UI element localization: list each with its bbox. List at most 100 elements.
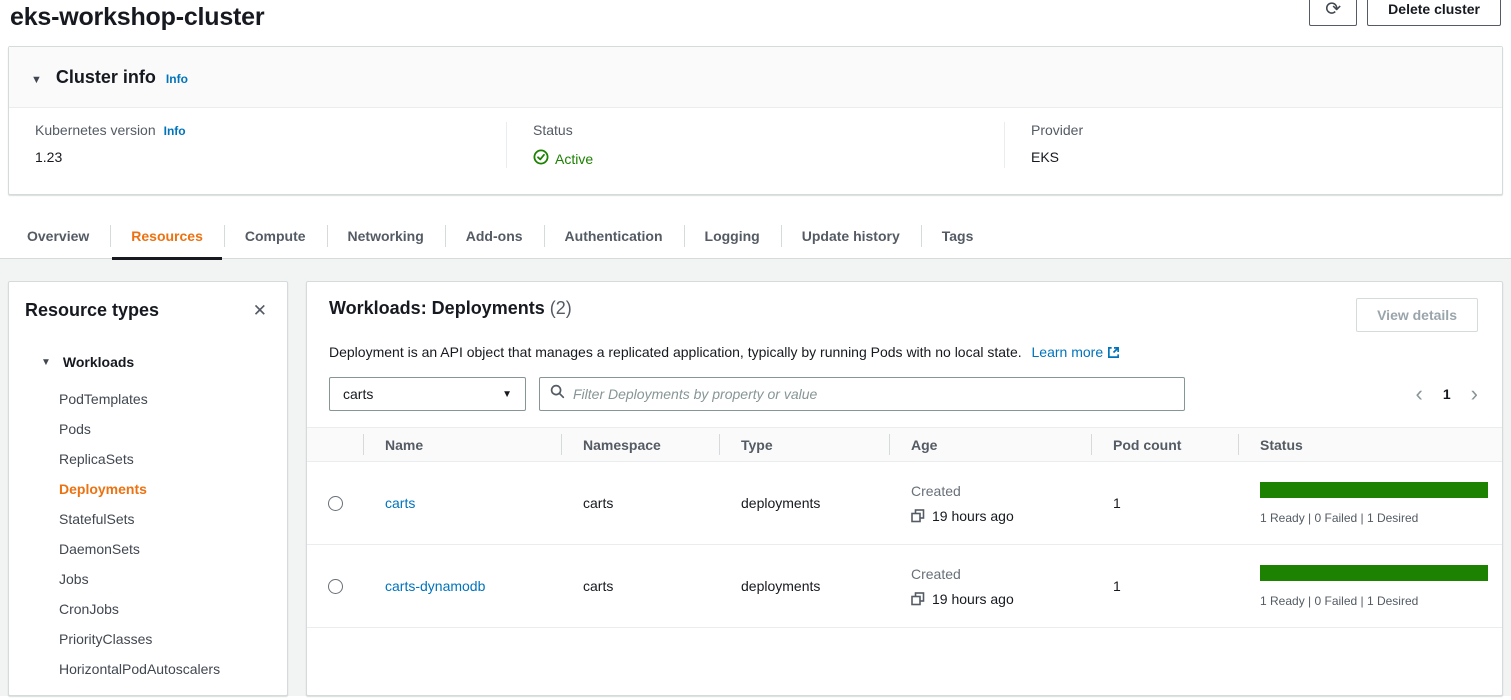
pod-count-cell: 1 (1113, 495, 1121, 511)
column-header-pod-count[interactable]: Pod count (1091, 428, 1238, 461)
field-kubernetes-version: Kubernetes version Info 1.23 (9, 122, 506, 168)
delete-cluster-button[interactable]: Delete cluster (1367, 0, 1501, 26)
provider-value: EKS (1031, 149, 1060, 165)
age-value-text: 19 hours ago (932, 507, 1014, 524)
filter-dropdown[interactable]: carts ▼ (329, 377, 526, 411)
cluster-tabs: Overview Resources Compute Networking Ad… (0, 214, 1511, 260)
status-progress-bar (1260, 564, 1488, 581)
page-actions: ⟳ Delete cluster (1309, 0, 1501, 26)
tab-authentication[interactable]: Authentication (543, 214, 684, 258)
refresh-icon: ⟳ (1325, 0, 1342, 20)
tab-add-ons[interactable]: Add-ons (444, 214, 544, 258)
tree-items: PodTemplates Pods ReplicaSets Deployment… (25, 384, 271, 684)
row-radio-button[interactable] (327, 495, 343, 511)
cluster-info-title: Cluster info (55, 67, 156, 87)
age-created-label: Created (911, 482, 961, 499)
filter-row: carts ▼ ‹ 1 › (307, 377, 1502, 411)
next-page-icon[interactable]: › (1470, 381, 1478, 406)
learn-more-text: Learn more (1031, 344, 1104, 360)
check-circle-icon (533, 149, 549, 168)
table-row: carts-dynamodb carts deployments Created… (307, 545, 1502, 628)
table-header-row: Name Namespace Type Age Pod count Status (307, 427, 1502, 462)
sidebar-item-deployments[interactable]: Deployments (59, 481, 147, 497)
cluster-info-body: Kubernetes version Info 1.23 Status Acti… (9, 108, 1502, 194)
deployments-panel: Workloads: Deployments (2) View details … (306, 281, 1503, 696)
tab-tags[interactable]: Tags (920, 214, 995, 258)
tab-networking[interactable]: Networking (326, 214, 445, 258)
resource-tree: ▼ Workloads PodTemplates Pods ReplicaSet… (25, 354, 271, 684)
collapse-caret-icon[interactable]: ▼ (31, 74, 42, 86)
column-header-namespace[interactable]: Namespace (561, 428, 719, 461)
description-text: Deployment is an API object that manages… (329, 344, 1022, 360)
kubernetes-version-label: Kubernetes version (35, 122, 156, 138)
sidebar-item-priorityclasses[interactable]: PriorityClasses (59, 631, 153, 647)
column-header-status[interactable]: Status (1238, 428, 1502, 461)
sidebar-item-statefulsets[interactable]: StatefulSets (59, 511, 135, 527)
dropdown-caret-icon: ▼ (502, 388, 512, 400)
page-header: eks-workshop-cluster ⟳ Delete cluster (0, 0, 1511, 32)
age-value-text: 19 hours ago (932, 590, 1014, 607)
sidebar-item-daemonsets[interactable]: DaemonSets (59, 541, 140, 557)
provider-label: Provider (1031, 122, 1084, 138)
deployments-table: Name Namespace Type Age Pod count Status… (307, 427, 1502, 628)
learn-more-link[interactable]: Learn more (1032, 344, 1121, 360)
column-header-type[interactable]: Type (719, 428, 889, 461)
namespace-cell: carts (583, 578, 614, 594)
column-header-age[interactable]: Age (889, 428, 1091, 461)
status-text: 1 Ready | 0 Failed | 1 Desired (1260, 510, 1419, 525)
page-title: eks-workshop-cluster (10, 3, 265, 31)
copy-icon[interactable] (911, 508, 925, 523)
current-page-number[interactable]: 1 (1442, 386, 1451, 402)
pod-count-cell: 1 (1113, 578, 1121, 594)
view-details-button[interactable]: View details (1356, 298, 1478, 332)
field-status: Status Active (506, 122, 1004, 168)
tab-overview[interactable]: Overview (27, 228, 90, 244)
status-cell: 1 Ready | 0 Failed | 1 Desired (1238, 481, 1502, 525)
sidebar-item-replicasets[interactable]: ReplicaSets (59, 451, 134, 467)
row-radio-button[interactable] (327, 578, 343, 594)
age-cell: Created 19 hours ago (889, 483, 1091, 524)
tree-group-workloads[interactable]: ▼ Workloads (25, 354, 271, 370)
sidebar-item-jobs[interactable]: Jobs (59, 571, 89, 587)
cluster-info-header[interactable]: ▼ Cluster info Info (9, 47, 1502, 108)
table-row: carts carts deployments Created 19 hours… (307, 462, 1502, 545)
workloads-group-label: Workloads (62, 354, 135, 370)
tab-update-history[interactable]: Update history (780, 214, 921, 258)
resources-content: Resource types ✕ ▼ Workloads PodTemplate… (0, 259, 1511, 696)
type-cell: deployments (741, 578, 821, 594)
filter-dropdown-value: carts (343, 386, 374, 402)
search-input[interactable] (573, 386, 1174, 402)
deployments-header: Workloads: Deployments (2) View details (307, 298, 1502, 332)
copy-icon[interactable] (911, 591, 925, 606)
deployment-link[interactable]: carts-dynamodb (385, 578, 486, 594)
refresh-button[interactable]: ⟳ (1309, 0, 1358, 26)
tab-logging[interactable]: Logging (683, 214, 781, 258)
type-cell: deployments (741, 495, 821, 511)
age-cell: Created 19 hours ago (889, 566, 1091, 607)
previous-page-icon[interactable]: ‹ (1415, 381, 1423, 406)
status-cell: 1 Ready | 0 Failed | 1 Desired (1238, 564, 1502, 608)
deployment-link[interactable]: carts (385, 495, 416, 511)
kubernetes-version-info-link[interactable]: Info (163, 124, 186, 138)
field-provider: Provider EKS (1004, 122, 1502, 168)
tab-compute[interactable]: Compute (223, 214, 327, 258)
search-box (539, 377, 1185, 411)
search-icon (550, 384, 565, 404)
deployments-description: Deployment is an API object that manages… (307, 344, 1502, 362)
tab-resources[interactable]: Resources (110, 214, 224, 260)
age-created-label: Created (911, 565, 961, 582)
cluster-info-info-link[interactable]: Info (165, 72, 188, 86)
sidebar-item-podtemplates[interactable]: PodTemplates (59, 391, 148, 407)
close-icon[interactable]: ✕ (252, 300, 267, 320)
kubernetes-version-value: 1.23 (35, 149, 63, 165)
sidebar-item-cronjobs[interactable]: CronJobs (59, 601, 119, 617)
sidebar-title: Resource types (25, 300, 160, 320)
deployments-title: Workloads: Deployments (2) (329, 298, 572, 319)
status-progress-bar (1260, 481, 1488, 498)
deployments-count: (2) (549, 298, 572, 318)
sidebar-item-pods[interactable]: Pods (59, 421, 91, 437)
caret-down-icon: ▼ (41, 356, 51, 368)
sidebar-item-horizontalpodautoscalers[interactable]: HorizontalPodAutoscalers (59, 661, 221, 677)
sidebar-header: Resource types ✕ (25, 300, 271, 321)
column-header-name[interactable]: Name (363, 428, 561, 461)
